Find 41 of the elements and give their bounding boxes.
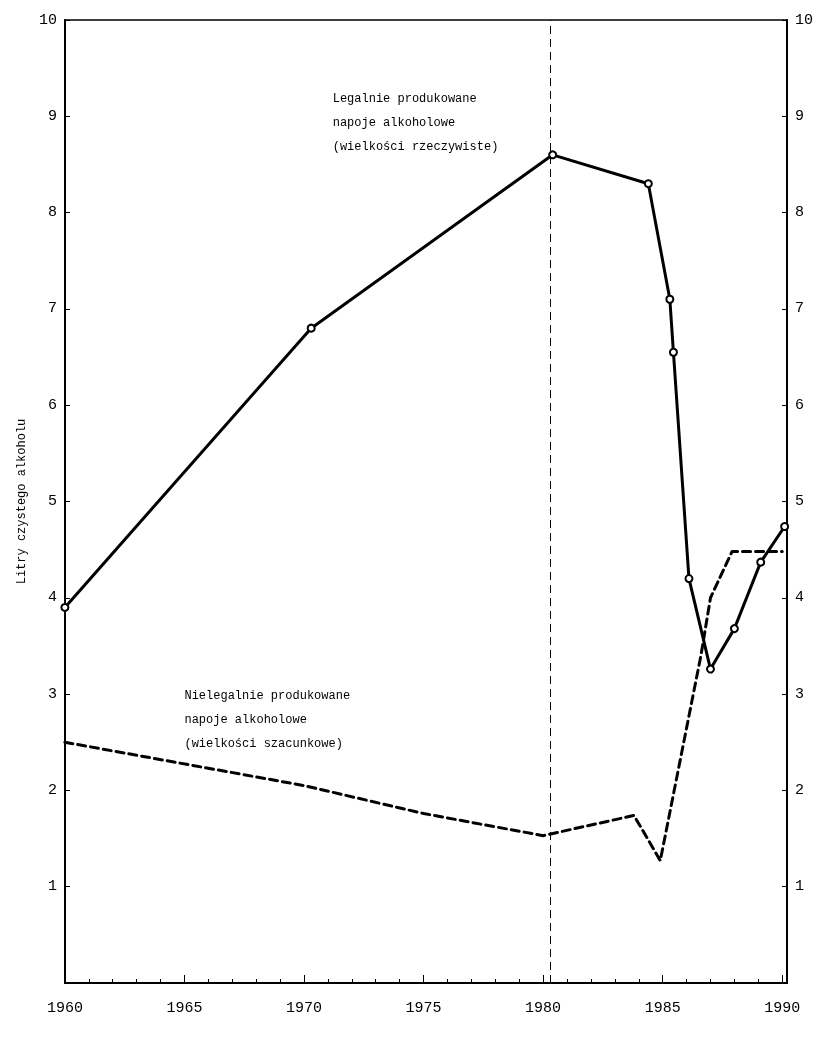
y-tick-label: 9 (47, 107, 57, 125)
point (306, 323, 316, 333)
y-tick-label: 5 (47, 493, 57, 510)
y-tick-label: 6 (47, 396, 57, 414)
y-axis-title: Litry czystego alkoholu (15, 418, 29, 585)
y2-tick-label: 5 (795, 493, 805, 510)
point (756, 557, 766, 567)
point (729, 624, 739, 634)
x-tick-label: 1965 (166, 1000, 203, 1017)
y-tick-label: 3 (47, 685, 57, 703)
series-label: Nielegalnie produkowane napoje alkoholowe (wielkości szacunkowe) (184, 689, 351, 752)
point (684, 574, 694, 584)
y-tick-label: 7 (47, 300, 57, 318)
x-tick-label: 1960 (46, 1000, 83, 1017)
point (668, 347, 678, 357)
x-tick-label: 1990 (764, 1000, 801, 1017)
point (60, 602, 70, 612)
y2-tick-label: 7 (795, 300, 805, 318)
y-tick-label: 2 (47, 781, 57, 799)
y2-tick-label: 3 (795, 685, 805, 703)
text: Legalnie produkowane napoje alkoholowe (wielkości rzeczywiste) (332, 92, 499, 155)
x-tick-label: 1970 (286, 1000, 323, 1017)
x-tick-label: 1985 (644, 1000, 681, 1017)
y2-tick-label: 4 (795, 589, 805, 607)
y-tick-label: 8 (47, 204, 57, 222)
x-tick-label: 1980 (525, 1000, 562, 1017)
y2-tick-label: 1 (795, 878, 805, 896)
y-tick-label: 10 (38, 11, 57, 29)
point (705, 664, 715, 674)
point (643, 179, 653, 189)
y2-tick-label: 10 (795, 11, 814, 29)
y2-tick-label: 9 (795, 107, 805, 125)
y2-tick-label: 2 (795, 781, 805, 799)
point (665, 294, 675, 304)
y-tick-label: 1 (47, 878, 57, 896)
point (548, 150, 558, 160)
y2-tick-label: 6 (795, 396, 805, 414)
y-tick-label: 4 (47, 589, 57, 607)
point (780, 522, 790, 532)
x-tick-label: 1975 (405, 1000, 442, 1017)
y2-tick-label: 8 (795, 204, 805, 222)
